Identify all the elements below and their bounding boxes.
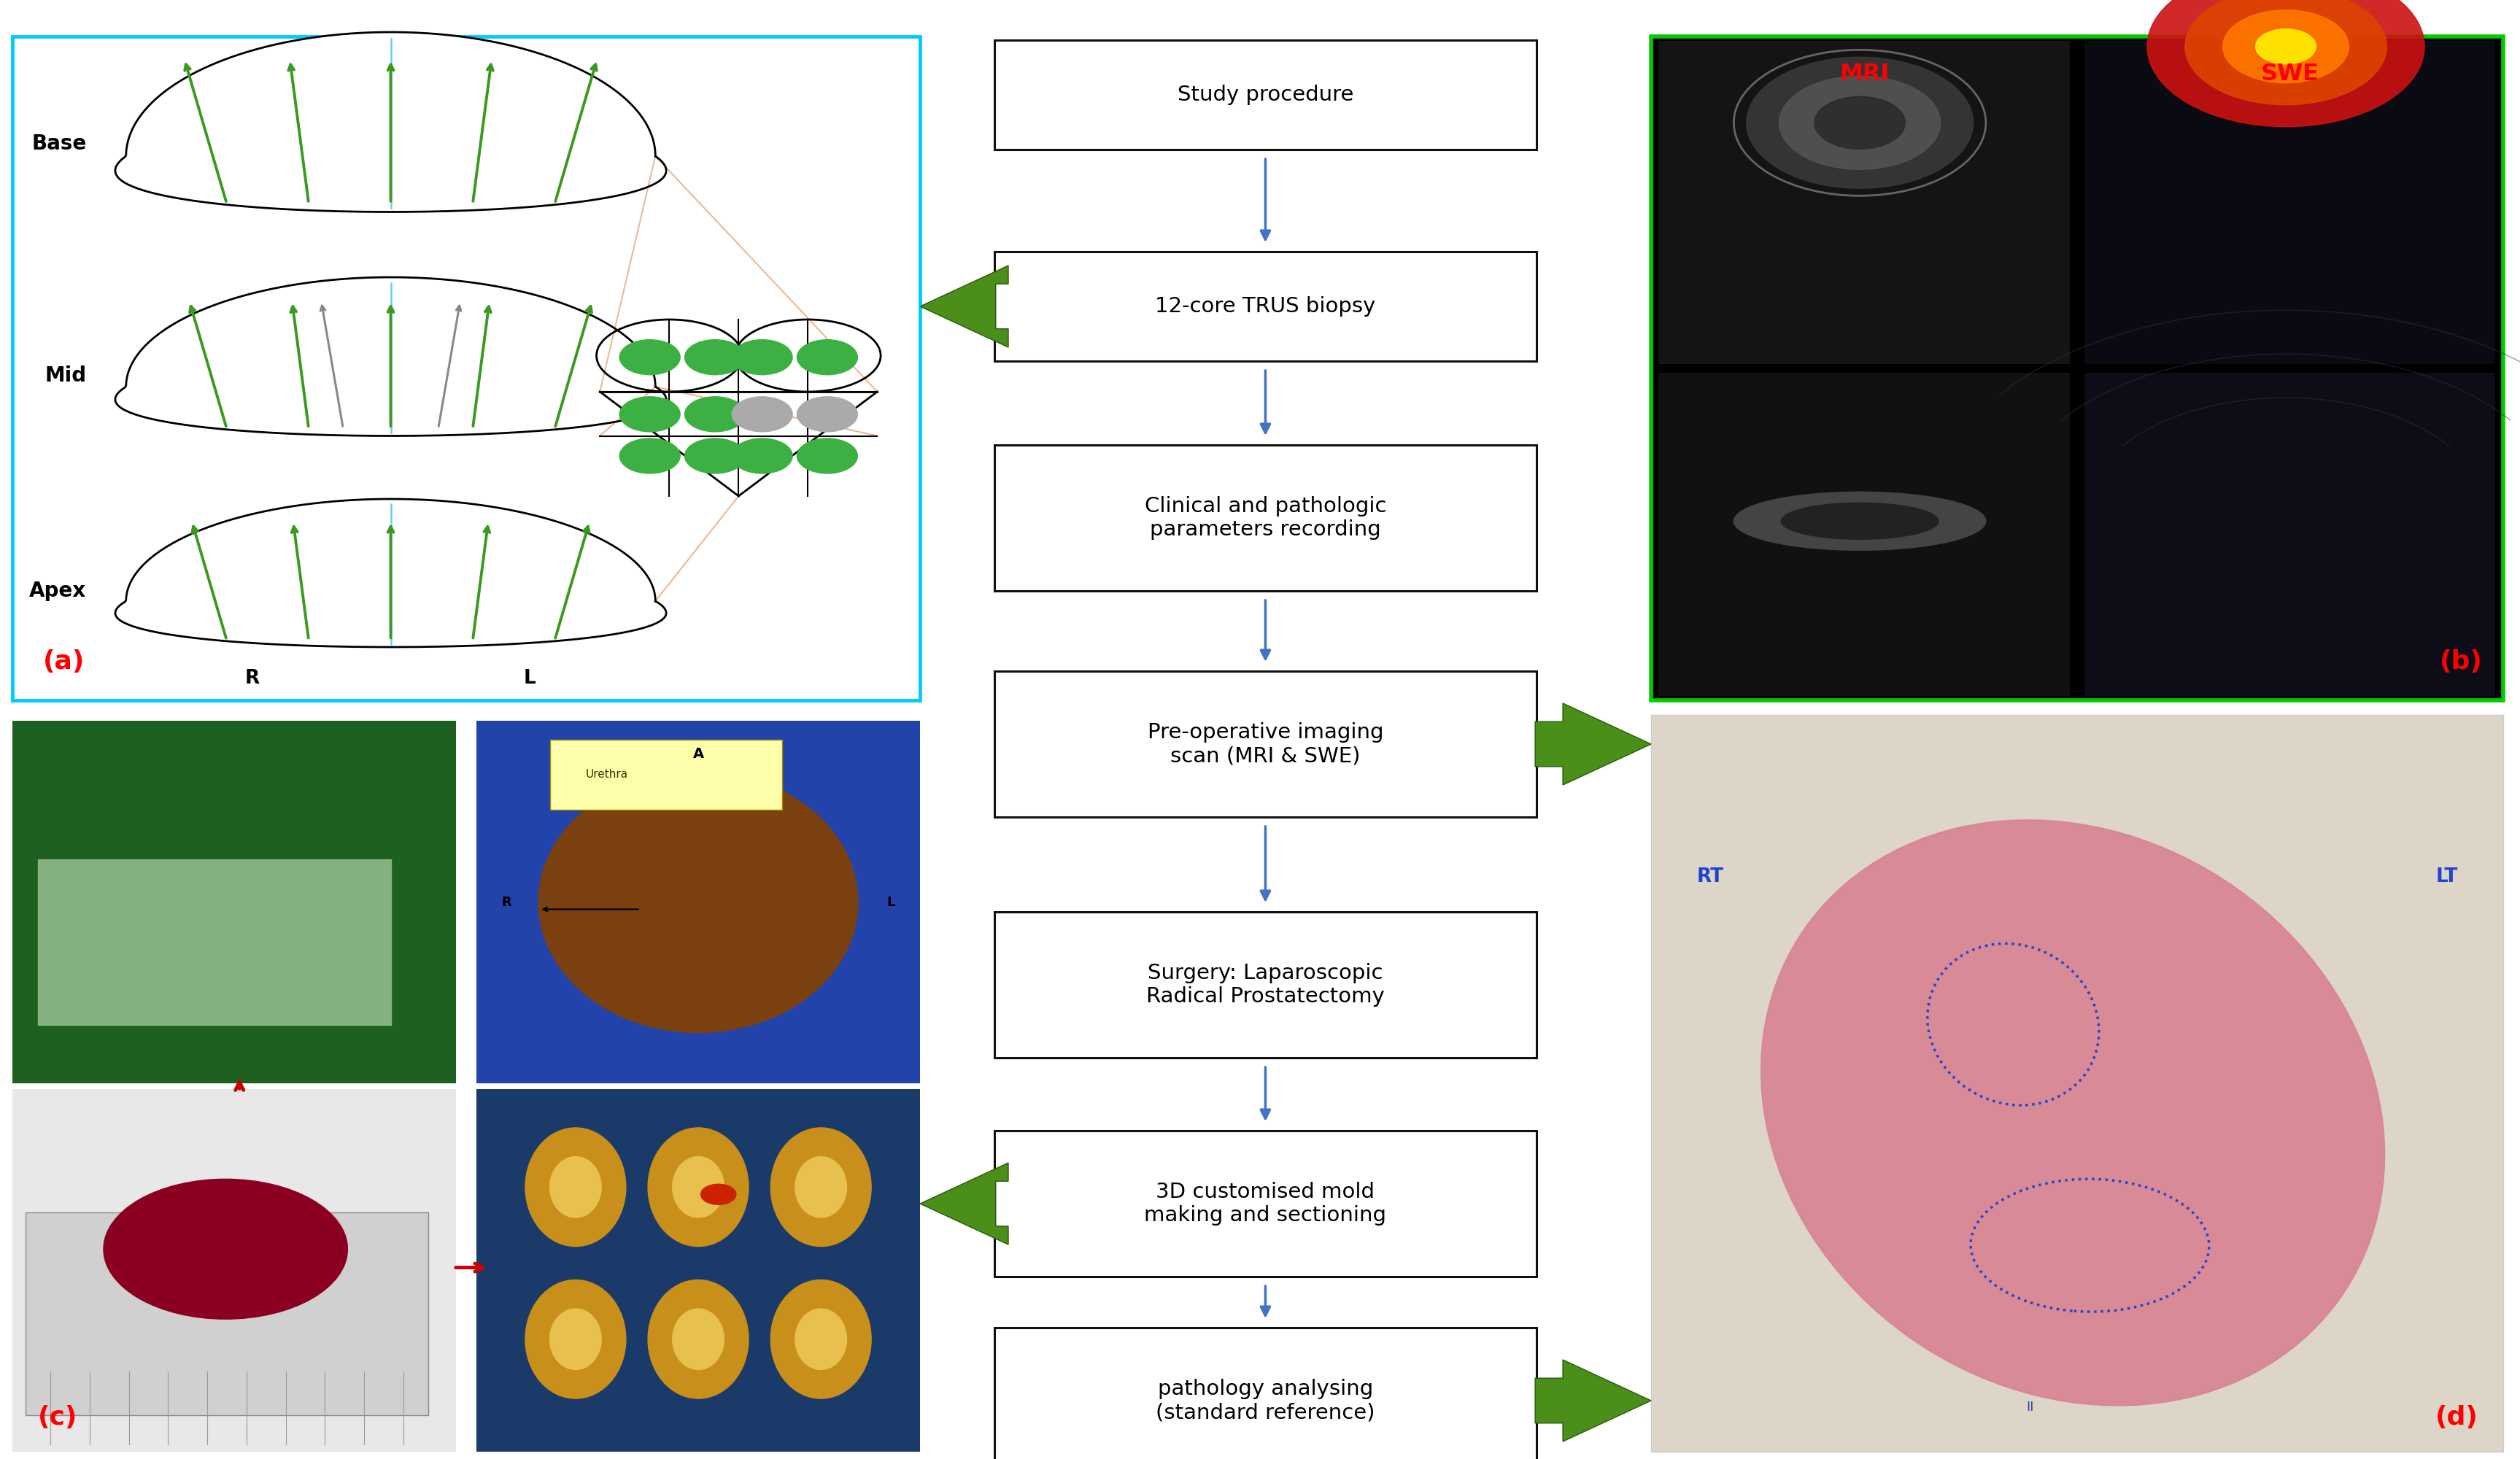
Circle shape [796,438,857,473]
Polygon shape [116,277,665,436]
FancyBboxPatch shape [2084,41,2495,363]
Ellipse shape [524,1128,625,1246]
Ellipse shape [794,1157,847,1217]
Circle shape [2255,29,2316,64]
Ellipse shape [648,1128,748,1246]
FancyBboxPatch shape [1658,372,2069,696]
Circle shape [1814,96,1905,149]
Text: Base: Base [30,134,86,153]
Circle shape [731,340,791,375]
Polygon shape [1535,1360,1651,1441]
Text: pathology analysing
(standard reference): pathology analysing (standard reference) [1157,1379,1373,1423]
Ellipse shape [549,1157,602,1217]
Text: Mid: Mid [45,366,86,387]
Text: (b): (b) [2439,649,2482,674]
Ellipse shape [549,1309,602,1370]
Polygon shape [116,499,665,646]
Ellipse shape [648,1280,748,1399]
Text: Urethra: Urethra [585,769,627,781]
Polygon shape [920,1163,1008,1245]
Ellipse shape [539,772,857,1033]
Text: R: R [501,896,512,909]
Text: II: II [2026,1401,2034,1414]
Circle shape [2223,10,2349,83]
FancyBboxPatch shape [476,1088,920,1452]
Ellipse shape [1734,492,1986,550]
Circle shape [2147,0,2424,127]
Text: (c): (c) [38,1405,78,1430]
Text: Surgery: Laparoscopic
Radical Prostatectomy: Surgery: Laparoscopic Radical Prostatect… [1147,963,1383,1007]
FancyBboxPatch shape [993,912,1537,1058]
Text: RT: RT [1696,868,1724,887]
FancyBboxPatch shape [25,1212,428,1415]
Text: 12-core TRUS biopsy: 12-core TRUS biopsy [1154,296,1376,317]
Ellipse shape [1782,503,1938,540]
Circle shape [701,1185,736,1205]
Ellipse shape [524,1280,625,1399]
Text: L: L [524,668,534,689]
FancyBboxPatch shape [1651,36,2502,700]
Polygon shape [116,32,665,212]
FancyBboxPatch shape [993,251,1537,360]
Circle shape [731,397,791,432]
Circle shape [620,397,680,432]
Ellipse shape [103,1179,348,1319]
Text: SWE: SWE [2260,63,2318,85]
Circle shape [685,397,746,432]
Circle shape [796,397,857,432]
Ellipse shape [771,1128,872,1246]
FancyBboxPatch shape [2084,372,2495,696]
Text: L: L [887,896,895,909]
Text: Clinical and pathologic
parameters recording: Clinical and pathologic parameters recor… [1144,496,1386,540]
Circle shape [731,438,791,473]
FancyBboxPatch shape [549,740,781,810]
Ellipse shape [771,1280,872,1399]
Ellipse shape [794,1309,847,1370]
FancyBboxPatch shape [993,445,1537,591]
Circle shape [685,340,746,375]
Circle shape [685,438,746,473]
FancyBboxPatch shape [1658,41,2069,363]
Text: LT: LT [2434,868,2457,887]
FancyBboxPatch shape [38,859,391,1024]
FancyBboxPatch shape [993,671,1537,817]
FancyBboxPatch shape [13,721,456,1083]
Polygon shape [920,266,1008,347]
Circle shape [796,340,857,375]
Text: 3D customised mold
making and sectioning: 3D customised mold making and sectioning [1144,1182,1386,1226]
FancyBboxPatch shape [993,39,1537,149]
Polygon shape [1535,703,1651,785]
FancyBboxPatch shape [1651,715,2502,1452]
FancyBboxPatch shape [13,1088,456,1452]
Circle shape [1746,57,1973,188]
Circle shape [620,438,680,473]
FancyBboxPatch shape [993,1328,1537,1459]
Text: (a): (a) [43,649,86,674]
Ellipse shape [673,1309,723,1370]
FancyBboxPatch shape [476,721,920,1083]
Circle shape [1779,76,1940,169]
Ellipse shape [1761,820,2384,1405]
FancyBboxPatch shape [13,36,920,700]
Text: Pre-operative imaging
scan (MRI & SWE): Pre-operative imaging scan (MRI & SWE) [1147,722,1383,766]
Circle shape [620,340,680,375]
Text: MRI: MRI [1840,63,1887,85]
Circle shape [2185,0,2386,105]
Ellipse shape [673,1157,723,1217]
Text: Study procedure: Study procedure [1177,85,1353,105]
FancyBboxPatch shape [993,1131,1537,1277]
Text: Apex: Apex [30,581,86,601]
Text: (d): (d) [2434,1405,2477,1430]
Text: R: R [244,668,260,689]
Text: A: A [693,747,703,762]
